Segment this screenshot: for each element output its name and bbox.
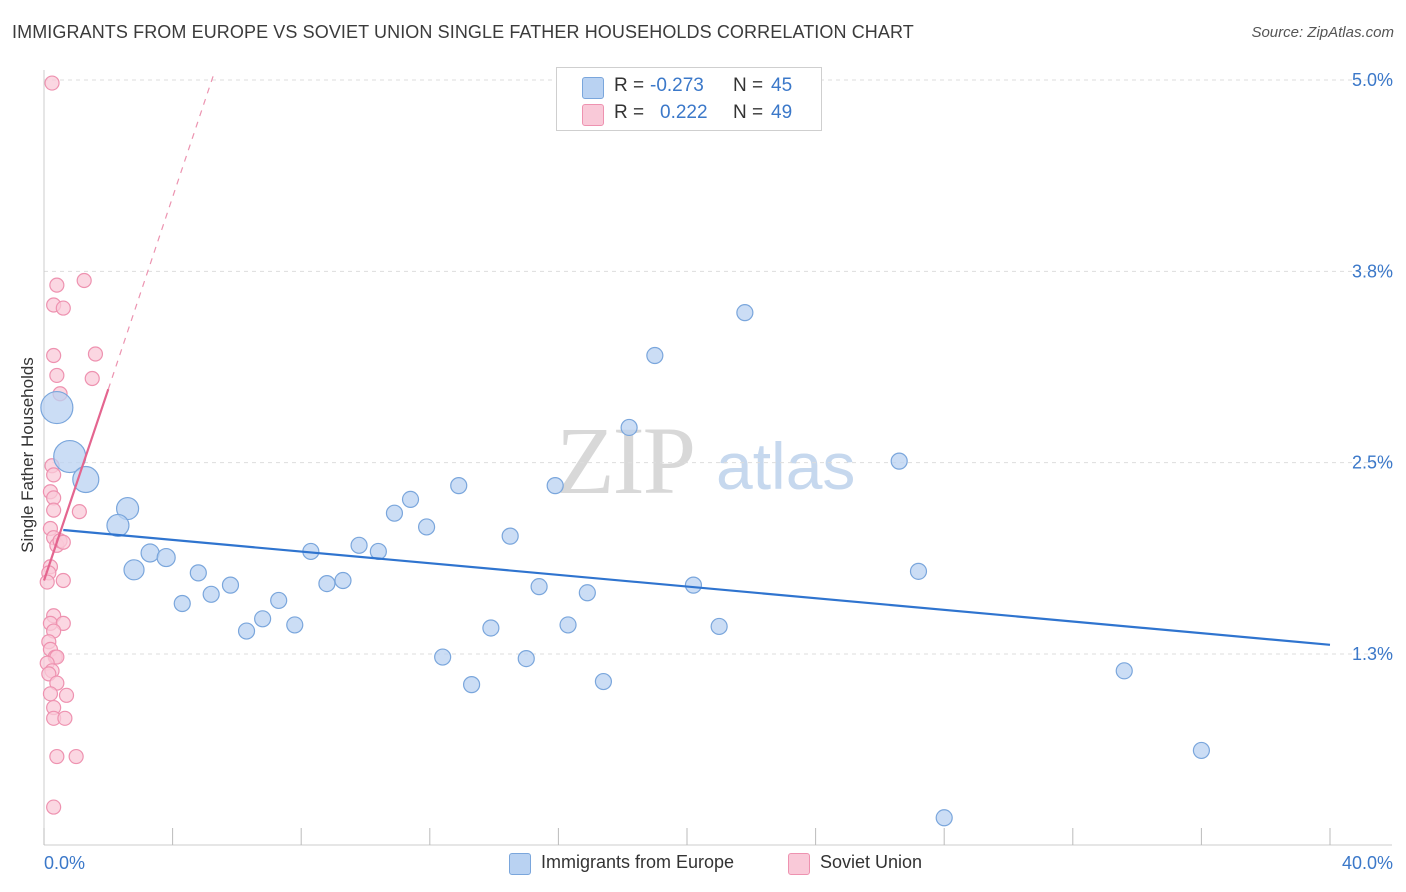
europe-point [173,594,191,613]
soviet-union-point [55,572,71,589]
stats-box: R = -0.273 N = 45 R = 0.222 N = 49 [556,67,822,131]
r-label: R = [614,102,645,123]
europe-point [189,564,207,582]
europe-point [318,574,336,593]
europe-point [72,465,100,494]
x-tick-label: 40.0% [1342,853,1393,873]
watermark-atlas: atlas [716,429,856,503]
soviet-union-point [46,502,62,518]
chart-title: IMMIGRANTS FROM EUROPE VS SOVIET UNION S… [12,22,914,42]
europe-point [684,576,703,594]
soviet-union-point [46,799,62,815]
europe-point [462,676,481,694]
europe-point [450,477,468,495]
n-value: 49 [771,102,793,123]
blue-swatch-icon [582,77,604,99]
europe-point [270,591,288,610]
europe-point [620,418,638,437]
y-tick-label: 5.0% [1352,70,1393,90]
europe-point [890,452,908,470]
soviet-union-point [49,277,65,293]
europe-point [434,648,452,666]
pink-swatch-icon [788,853,810,875]
legend-label: Immigrants from Europe [541,852,735,872]
n-value: 45 [771,75,793,96]
europe-point [736,304,754,322]
europe-point [1115,662,1133,680]
europe-point [501,527,519,545]
europe-point [559,616,577,634]
europe-point [334,571,352,590]
source-credit: Source: ZipAtlas.com [1251,24,1394,41]
soviet-union-point [46,347,62,364]
blue-swatch-icon [509,853,531,875]
europe-point [40,390,74,425]
y-tick-label: 3.8% [1352,261,1393,281]
soviet-trend-line [42,388,110,581]
europe-point [401,490,420,509]
europe-point [935,809,953,827]
europe-point [385,504,404,522]
europe-point [530,578,548,596]
soviet-union-point [84,370,100,387]
pink-swatch-icon [582,104,604,126]
europe-point [286,616,304,634]
soviet-union-point [57,710,73,726]
y-tick-label: 1.3% [1352,644,1393,664]
europe-point [546,477,564,495]
europe-point [578,584,596,602]
europe-point [254,610,272,628]
europe-point [646,346,664,365]
n-label: N = [733,75,764,96]
europe-point [482,619,500,637]
soviet-union-point [44,75,60,91]
europe-point [140,543,160,563]
r-value: 0.222 [660,102,708,123]
soviet-union-point [39,574,55,590]
europe-trend-line [63,528,1331,646]
soviet-union-point [58,687,75,703]
europe-point [517,649,535,668]
soviet-union-point [87,346,104,362]
europe-point [156,547,176,568]
r-label: R = [614,75,645,96]
soviet-trend-extension [107,72,215,390]
europe-point [106,513,130,538]
europe-point [417,518,436,536]
europe-point [710,617,728,636]
europe-point [909,562,928,580]
europe-point [1192,741,1211,760]
europe-point [123,559,145,581]
europe-point [350,536,368,554]
legend-label: Soviet Union [820,852,923,872]
europe-point [594,672,613,691]
soviet-union-point [76,272,92,289]
soviet-union-point [42,686,59,702]
soviet-union-point [55,300,71,316]
y-tick-label: 2.5% [1352,453,1393,473]
soviet-union-point [71,504,87,520]
soviet-union-point [49,748,65,765]
soviet-union-point [49,367,65,384]
soviet-union-point [68,748,84,765]
europe-point [221,576,240,594]
europe-point [237,622,256,640]
soviet-union-point [46,467,62,483]
x-tick-label: 0.0% [44,853,85,873]
n-label: N = [733,102,764,123]
europe-point [202,585,220,603]
r-value: -0.273 [650,75,704,96]
